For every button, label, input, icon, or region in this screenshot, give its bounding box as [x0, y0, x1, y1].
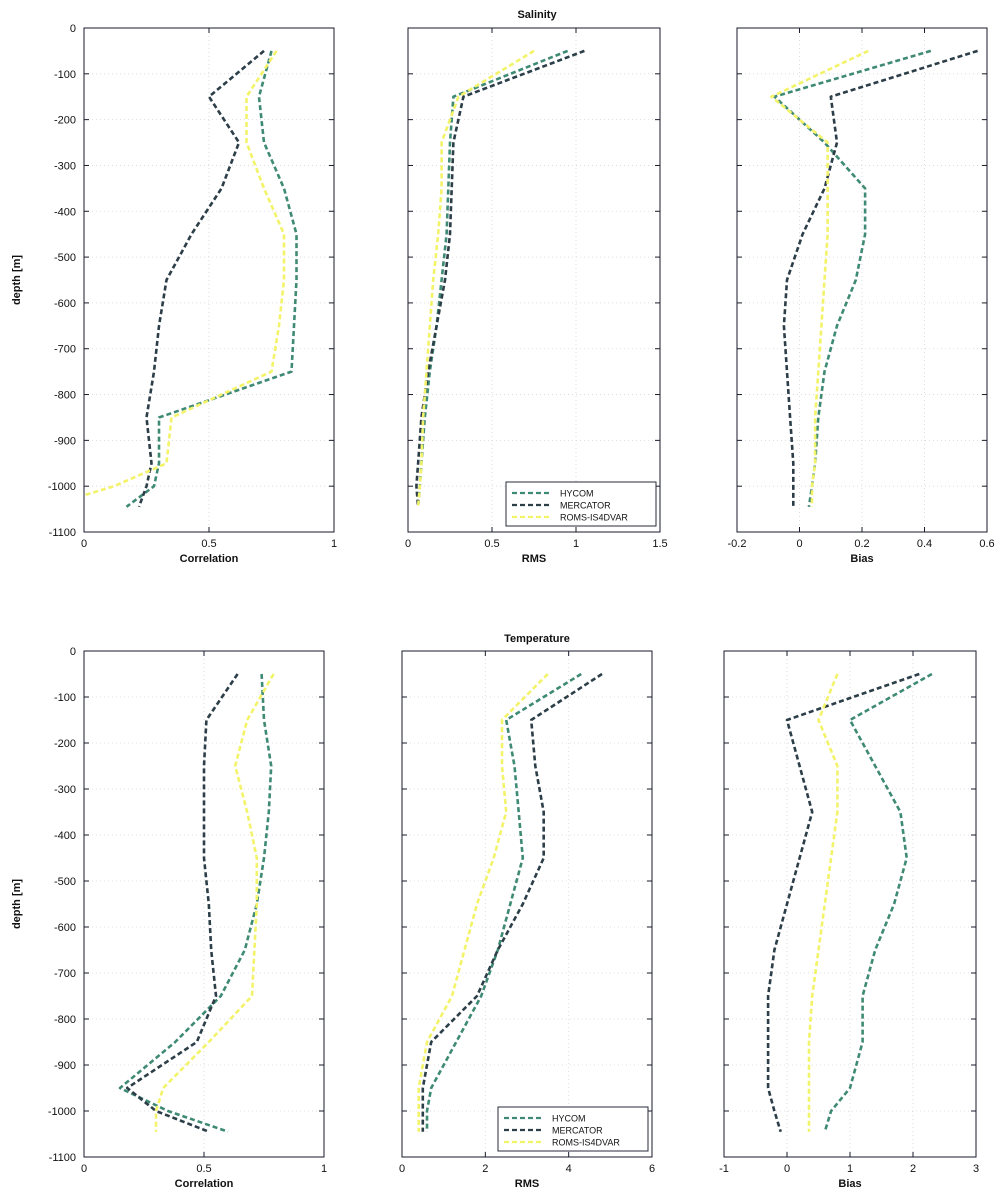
series-line-mercator: [421, 672, 603, 1132]
y-tick-label: -400: [54, 830, 76, 842]
x-axis-label: RMS: [522, 553, 546, 565]
y-tick-label: -500: [54, 876, 76, 888]
axes-frame: [407, 27, 661, 533]
x-tick-label: 0: [784, 1163, 790, 1175]
series-line-roms-is4dvar: [807, 673, 839, 1132]
chart-panel-6: -1 0 1 2 3 Bias: [719, 650, 979, 1190]
x-axis-label: Bias: [850, 553, 873, 565]
y-tick-label: -1100: [49, 527, 76, 539]
x-tick-label: 1: [847, 1163, 853, 1175]
x-axis-label: Correlation: [180, 553, 239, 565]
x-tick-label: 0.5: [196, 1163, 211, 1175]
y-tick-label: -800: [54, 390, 76, 402]
y-tick-label: -1000: [48, 481, 76, 493]
y-tick-label: -700: [54, 968, 76, 980]
y-tick-label: -900: [54, 1060, 76, 1072]
x-tick-label: 0.4: [917, 538, 932, 550]
series-line-roms-is4dvar: [154, 673, 275, 1132]
y-tick-label: -600: [54, 922, 76, 934]
x-tick-label: 1: [321, 1163, 327, 1175]
y-tick-label: -500: [54, 252, 76, 264]
y-tick-label: -1100: [49, 1152, 76, 1164]
series-line-hycom: [118, 673, 273, 1133]
chart-panel-3: -0.2 0 0.2 0.4 0.6 Bias: [728, 27, 995, 565]
y-tick-label: -200: [54, 738, 76, 750]
chart-panel-4: 0 0.5 1 0 -100 -200 -300 -400 -500 -600 -700 -800 -9…: [11, 646, 327, 1190]
y-tick-label: -300: [54, 784, 76, 796]
x-axis-label: RMS: [515, 1178, 539, 1190]
y-tick-label: -600: [54, 298, 76, 310]
y-tick-label: -100: [54, 69, 76, 81]
series-line-roms-is4dvar: [416, 49, 535, 507]
y-tick-label: -200: [54, 115, 76, 127]
y-tick-label: 0: [70, 23, 76, 35]
figure-title-salinity: Salinity: [517, 9, 557, 21]
x-tick-label: 0.5: [484, 538, 499, 550]
figure-title-temperature: Temperature: [504, 633, 570, 645]
x-axis-label: Bias: [838, 1178, 861, 1190]
legend-label-roms-is4dvar: ROMS-IS4DVAR: [552, 1138, 620, 1148]
x-tick-label: 0.6: [979, 538, 994, 550]
x-tick-label: 0: [399, 1163, 405, 1175]
series-line-mercator: [766, 672, 920, 1133]
series-line-mercator: [415, 49, 585, 507]
legend-label-hycom: HYCOM: [560, 489, 594, 499]
series-line-roms-is4dvar: [770, 49, 869, 507]
x-tick-label: 3: [973, 1163, 979, 1175]
x-tick-label: 6: [649, 1163, 655, 1175]
series-line-roms-is4dvar: [417, 673, 549, 1132]
x-axis-label: Correlation: [175, 1178, 234, 1190]
series-line-mercator: [782, 49, 978, 507]
x-tick-label: 4: [566, 1163, 572, 1175]
y-axis-label: depth [m]: [11, 879, 23, 929]
y-tick-label: 0: [70, 646, 76, 658]
y-tick-label: -1000: [48, 1106, 76, 1118]
x-tick-label: 1: [331, 538, 337, 550]
y-axis-label: depth [m]: [11, 255, 23, 305]
x-tick-label: -1: [719, 1163, 729, 1175]
series-line-mercator: [137, 49, 265, 508]
x-tick-label: 1: [573, 538, 579, 550]
series-line-hycom: [125, 50, 298, 508]
legend-label-mercator: MERCATOR: [560, 501, 611, 511]
y-tick-label: -100: [54, 692, 76, 704]
legend-label-hycom: HYCOM: [552, 1114, 586, 1124]
y-tick-label: -300: [54, 160, 76, 172]
y-tick-label: -800: [54, 1014, 76, 1026]
axes-frame: [401, 650, 653, 1158]
x-tick-label: 0: [81, 1163, 87, 1175]
x-tick-label: 0: [796, 538, 802, 550]
legend-label-roms-is4dvar: ROMS-IS4DVAR: [560, 513, 628, 523]
legend-label-mercator: MERCATOR: [552, 1126, 603, 1136]
x-tick-label: 2: [482, 1163, 488, 1175]
chart-panel-2: 0 0.5 1 1.5 RMS HYCOM MERCATOR ROMS-IS4DVAR: [405, 27, 668, 565]
series-line-hycom: [416, 49, 569, 507]
chart-panel-5: 0 2 4 6 RMS HYCOM MERCATOR ROMS-IS4DVAR: [399, 650, 655, 1190]
series-line-hycom: [823, 672, 933, 1133]
y-tick-label: -900: [54, 435, 76, 447]
x-tick-label: 0.5: [201, 538, 216, 550]
x-tick-label: 2: [910, 1163, 916, 1175]
x-tick-label: 0: [405, 538, 411, 550]
chart-panel-1: 0 0.5 1 0 -100 -200 -300 -400 -500 -600 -700 -800 -9…: [11, 23, 337, 565]
series-line-hycom: [425, 672, 582, 1132]
x-tick-label: 0.2: [854, 538, 869, 550]
x-tick-label: 0: [81, 538, 87, 550]
y-tick-label: -400: [54, 206, 76, 218]
y-tick-label: -700: [54, 344, 76, 356]
series-line-roms-is4dvar: [83, 50, 286, 497]
x-tick-label: 1.5: [652, 538, 667, 550]
x-tick-label: -0.2: [728, 538, 747, 550]
